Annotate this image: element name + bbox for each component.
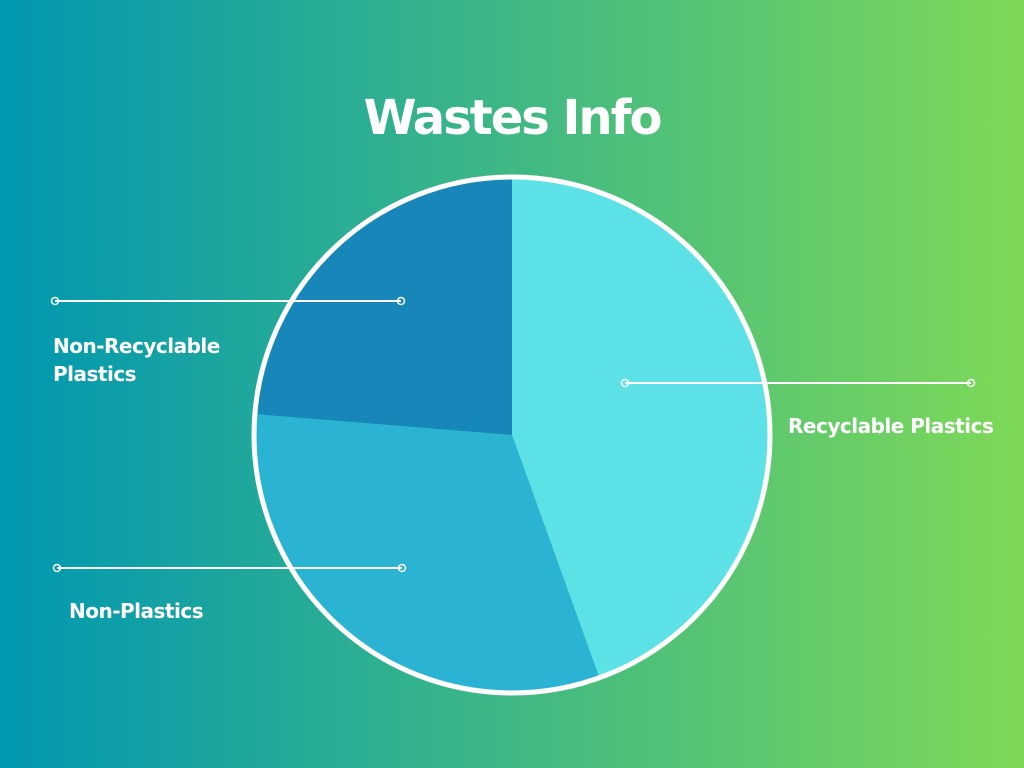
- pie-slice-non-recyclable-plastics: [254, 177, 513, 435]
- callout-dot-end-recyclable: [966, 378, 976, 388]
- callout-recyclable: [620, 378, 976, 388]
- label-non-plastics: Non-Plastics: [69, 599, 204, 623]
- chart-title: Wastes Info: [363, 90, 663, 146]
- label-recyclable-plastics: Recyclable Plastics: [788, 414, 994, 438]
- callout-dot-end-non-recyclable: [396, 296, 406, 306]
- label-non-recyclable-plastics: Non-Recyclable Plastics: [53, 334, 220, 386]
- callout-dot-start-non-plastics: [52, 563, 62, 573]
- callout-dot-start-recyclable: [620, 378, 630, 388]
- pie-slice-recyclable-plastics: [512, 177, 771, 678]
- callout-dot-end-non-plastics: [397, 563, 407, 573]
- callout-non-plastics: [52, 563, 407, 573]
- pie-slices: [253, 177, 771, 694]
- callout-dot-start-non-recyclable: [50, 296, 60, 306]
- pie-outline: [251, 174, 773, 696]
- pie-slice-non-plastics: [253, 413, 600, 694]
- callout-non-recyclable: [50, 296, 406, 306]
